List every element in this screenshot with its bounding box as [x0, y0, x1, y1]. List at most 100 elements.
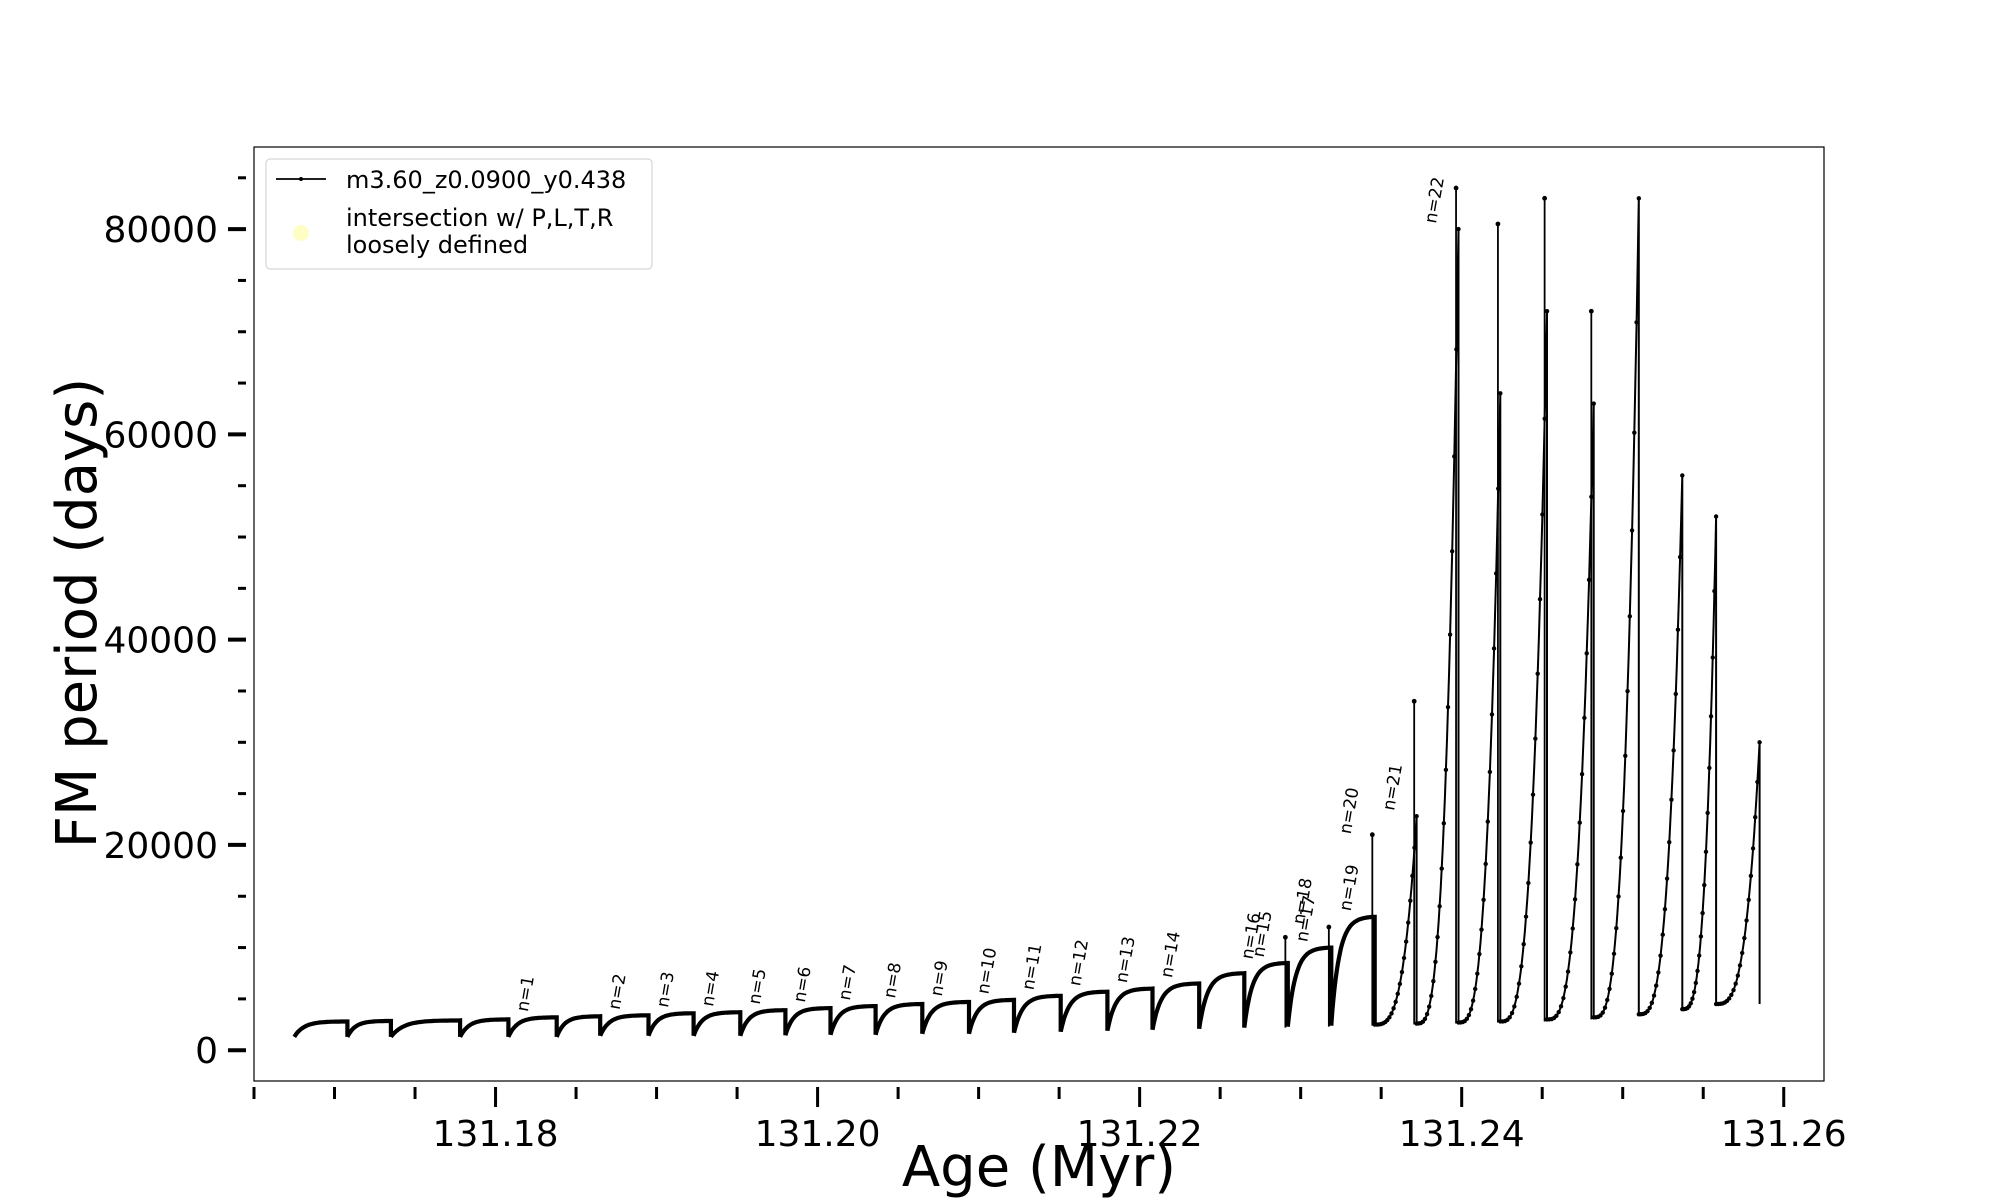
legend-intersection-label-line1: intersection w/ P,L,T,R: [346, 204, 613, 232]
data-point: [1406, 920, 1411, 925]
data-point: [1623, 753, 1628, 758]
data-point: [1439, 866, 1444, 871]
legend-intersection-label-line2: loosely defined: [346, 231, 528, 259]
data-point: [1700, 910, 1705, 916]
pulse-cycle: [598, 1013, 651, 1037]
data-point: [1654, 983, 1659, 988]
series-line: [828, 1003, 878, 1036]
data-point: [1395, 991, 1400, 996]
data-point: [1673, 691, 1678, 697]
series-line: [1011, 993, 1063, 1034]
legend-intersection-marker-icon: [293, 225, 309, 241]
data-point: [1568, 950, 1573, 955]
data-point: [1680, 473, 1685, 478]
data-point: [1475, 971, 1480, 976]
data-point: [1431, 978, 1436, 984]
data-point: [1748, 873, 1754, 879]
data-point: [1521, 941, 1526, 947]
data-point: [1397, 981, 1403, 987]
data-point: [1422, 1016, 1428, 1022]
pulse-cycle: [292, 1019, 350, 1039]
pulse-cycle: [1456, 221, 1503, 1025]
data-point: [1656, 970, 1661, 975]
data-point: [1470, 998, 1476, 1003]
data-point: [1698, 934, 1704, 939]
data-point: [1731, 987, 1736, 993]
data-point: [1742, 935, 1747, 941]
data-point: [1625, 688, 1630, 694]
data-point: [1514, 994, 1519, 999]
x-tick-label: 131.24: [1399, 1114, 1525, 1155]
spike-point: [1453, 185, 1459, 191]
data-point: [1591, 401, 1596, 406]
data-point: [1651, 993, 1657, 998]
data-point: [1611, 951, 1617, 956]
data-point: [1435, 934, 1440, 940]
data-point: [1445, 704, 1451, 710]
data-point: [1708, 714, 1714, 719]
data-point: [1537, 597, 1543, 602]
series-line: [1197, 970, 1247, 1030]
y-axis: 0 20000 40000 60000 80000: [103, 176, 246, 1072]
spike-point: [1495, 221, 1501, 227]
series-line: [554, 1014, 603, 1038]
x-tick-label: 131.22: [1077, 1114, 1203, 1155]
series-line: [873, 1001, 925, 1036]
data-point: [1602, 1005, 1608, 1010]
data-point: [1535, 671, 1540, 676]
x-axis: 131.18 131.20 131.22 131.24 131.26: [252, 1087, 1847, 1155]
data-point: [1408, 898, 1413, 903]
data-point: [1401, 955, 1407, 961]
data-point: [1600, 1010, 1605, 1015]
data-point: [1509, 1010, 1515, 1016]
series-line: [389, 1018, 463, 1039]
data-point: [1658, 953, 1663, 958]
plot-area: [253, 146, 1825, 1082]
data-point: [1737, 963, 1743, 968]
pulse-cycle: [1011, 993, 1063, 1034]
data-point: [1519, 964, 1524, 969]
data-point: [1739, 950, 1745, 956]
x-axis-title: Age (Myr): [902, 1135, 1176, 1200]
pulse-cycle: [554, 1014, 603, 1038]
data-point: [1498, 391, 1503, 396]
data-point: [1618, 855, 1623, 860]
series-line: [1285, 945, 1334, 1027]
data-point: [1468, 1006, 1474, 1012]
data-point: [1607, 986, 1612, 992]
data-point: [1616, 894, 1621, 899]
pulse-cycle: [345, 1018, 393, 1038]
data-point: [1489, 712, 1495, 717]
data-point: [1433, 959, 1438, 965]
data-point: [1533, 736, 1538, 741]
data-point: [1575, 862, 1580, 867]
data-point: [1479, 927, 1484, 932]
data-point: [1660, 932, 1665, 937]
data-point: [1558, 1004, 1564, 1009]
y-axis-title: FM period (days): [45, 378, 110, 848]
data-point: [1447, 632, 1453, 637]
data-point: [1649, 1000, 1655, 1006]
data-point: [1629, 528, 1635, 533]
data-point: [1605, 997, 1610, 1003]
pulse-cycle: [1150, 981, 1202, 1031]
y-tick-label: 20000: [103, 826, 218, 867]
series-line: [598, 1013, 651, 1037]
data-point: [1750, 846, 1756, 851]
data-point: [1473, 986, 1478, 992]
data-point: [1693, 980, 1699, 986]
pulse-cycle: [1372, 698, 1419, 1027]
data-point: [1512, 1004, 1517, 1009]
data-point: [1393, 999, 1398, 1005]
pulse-cycle: [389, 1018, 463, 1039]
series-line: [458, 1017, 511, 1038]
series-line: [1150, 981, 1202, 1031]
data-point: [1544, 309, 1550, 314]
series-line: [1242, 960, 1290, 1028]
data-point: [1399, 969, 1405, 975]
pulse-cycle: [1680, 514, 1719, 1012]
data-point: [1688, 1001, 1693, 1006]
series-line: [1105, 986, 1155, 1032]
data-point: [1675, 627, 1681, 632]
data-point: [1526, 880, 1531, 886]
